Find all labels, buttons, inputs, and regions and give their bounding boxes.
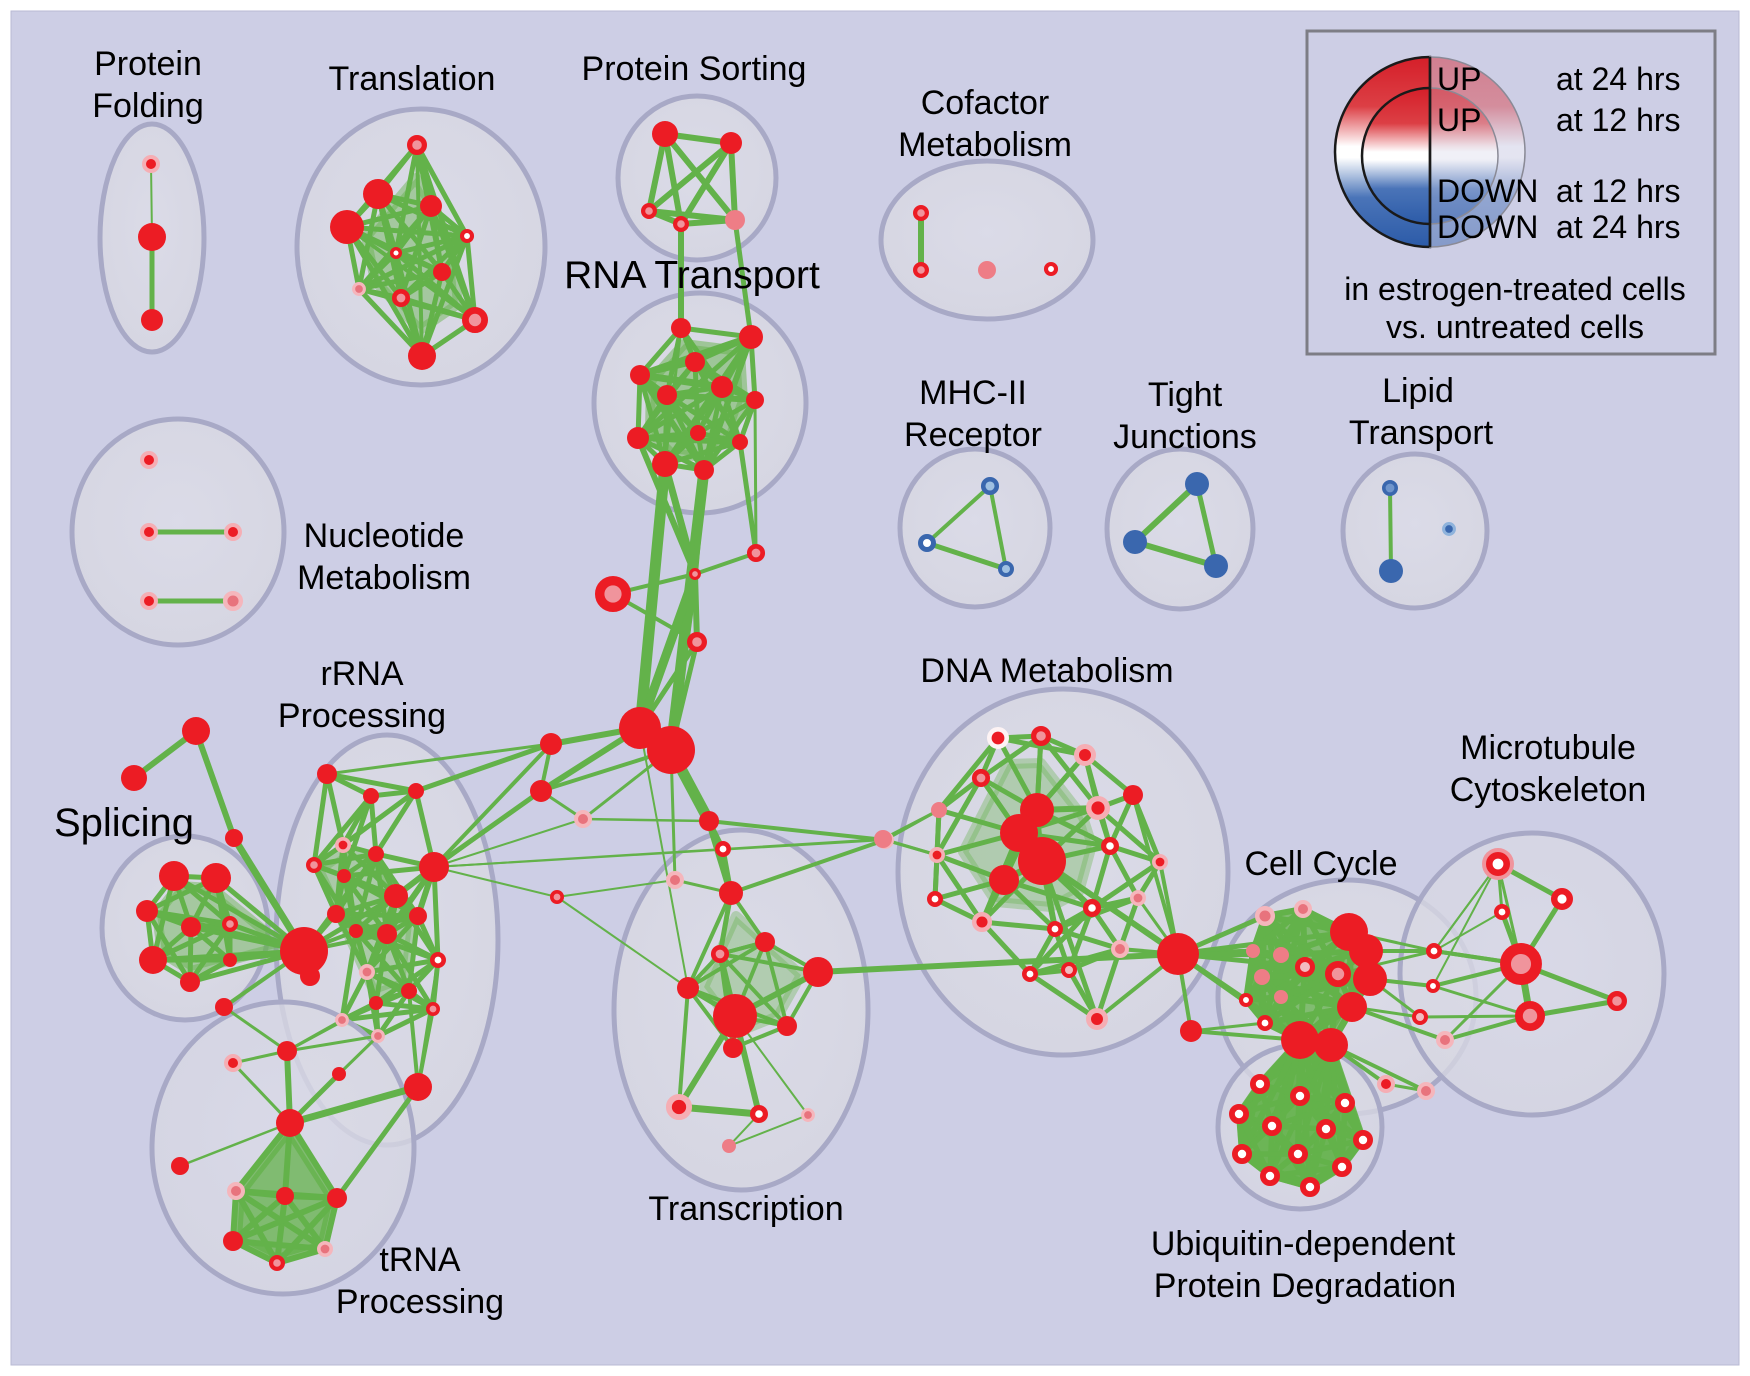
svg-text:DNA Metabolism: DNA Metabolism [920, 652, 1173, 690]
svg-text:DOWN: DOWN [1437, 209, 1538, 245]
svg-text:UP: UP [1437, 61, 1481, 97]
svg-text:Protein: Protein [94, 45, 202, 83]
svg-text:MHC-II: MHC-II [919, 374, 1027, 412]
svg-text:UP: UP [1437, 102, 1481, 138]
svg-text:at 24 hrs: at 24 hrs [1556, 209, 1681, 245]
svg-text:Folding: Folding [92, 87, 204, 125]
svg-text:RNA Transport: RNA Transport [564, 254, 820, 297]
svg-text:Nucleotide: Nucleotide [304, 517, 465, 555]
svg-text:Cell Cycle: Cell Cycle [1244, 845, 1397, 883]
svg-text:Processing: Processing [336, 1283, 504, 1321]
svg-text:Protein Sorting: Protein Sorting [582, 50, 807, 88]
svg-text:Cytoskeleton: Cytoskeleton [1450, 771, 1647, 809]
svg-text:Metabolism: Metabolism [898, 126, 1072, 164]
svg-text:Processing: Processing [278, 697, 446, 735]
svg-text:tRNA: tRNA [379, 1241, 461, 1279]
svg-text:Microtubule: Microtubule [1460, 729, 1636, 767]
svg-text:at 12 hrs: at 12 hrs [1556, 173, 1681, 209]
svg-text:DOWN: DOWN [1437, 173, 1538, 209]
svg-text:Transport: Transport [1349, 414, 1494, 452]
svg-text:vs. untreated cells: vs. untreated cells [1386, 309, 1644, 345]
svg-text:rRNA: rRNA [320, 655, 403, 693]
svg-text:in estrogen-treated cells: in estrogen-treated cells [1344, 271, 1686, 307]
svg-text:at 12 hrs: at 12 hrs [1556, 102, 1681, 138]
svg-text:Splicing: Splicing [54, 801, 194, 845]
svg-text:at 24 hrs: at 24 hrs [1556, 61, 1681, 97]
svg-text:Translation: Translation [329, 60, 496, 98]
svg-text:Junctions: Junctions [1113, 418, 1257, 456]
svg-text:Receptor: Receptor [904, 416, 1042, 454]
svg-text:Protein Degradation: Protein Degradation [1154, 1267, 1456, 1305]
svg-text:Transcription: Transcription [648, 1190, 843, 1228]
svg-text:Metabolism: Metabolism [297, 559, 471, 597]
svg-text:Tight: Tight [1148, 376, 1223, 414]
svg-text:Ubiquitin-dependent: Ubiquitin-dependent [1151, 1225, 1456, 1263]
svg-text:Lipid: Lipid [1382, 372, 1454, 410]
svg-text:Cofactor: Cofactor [921, 84, 1050, 122]
